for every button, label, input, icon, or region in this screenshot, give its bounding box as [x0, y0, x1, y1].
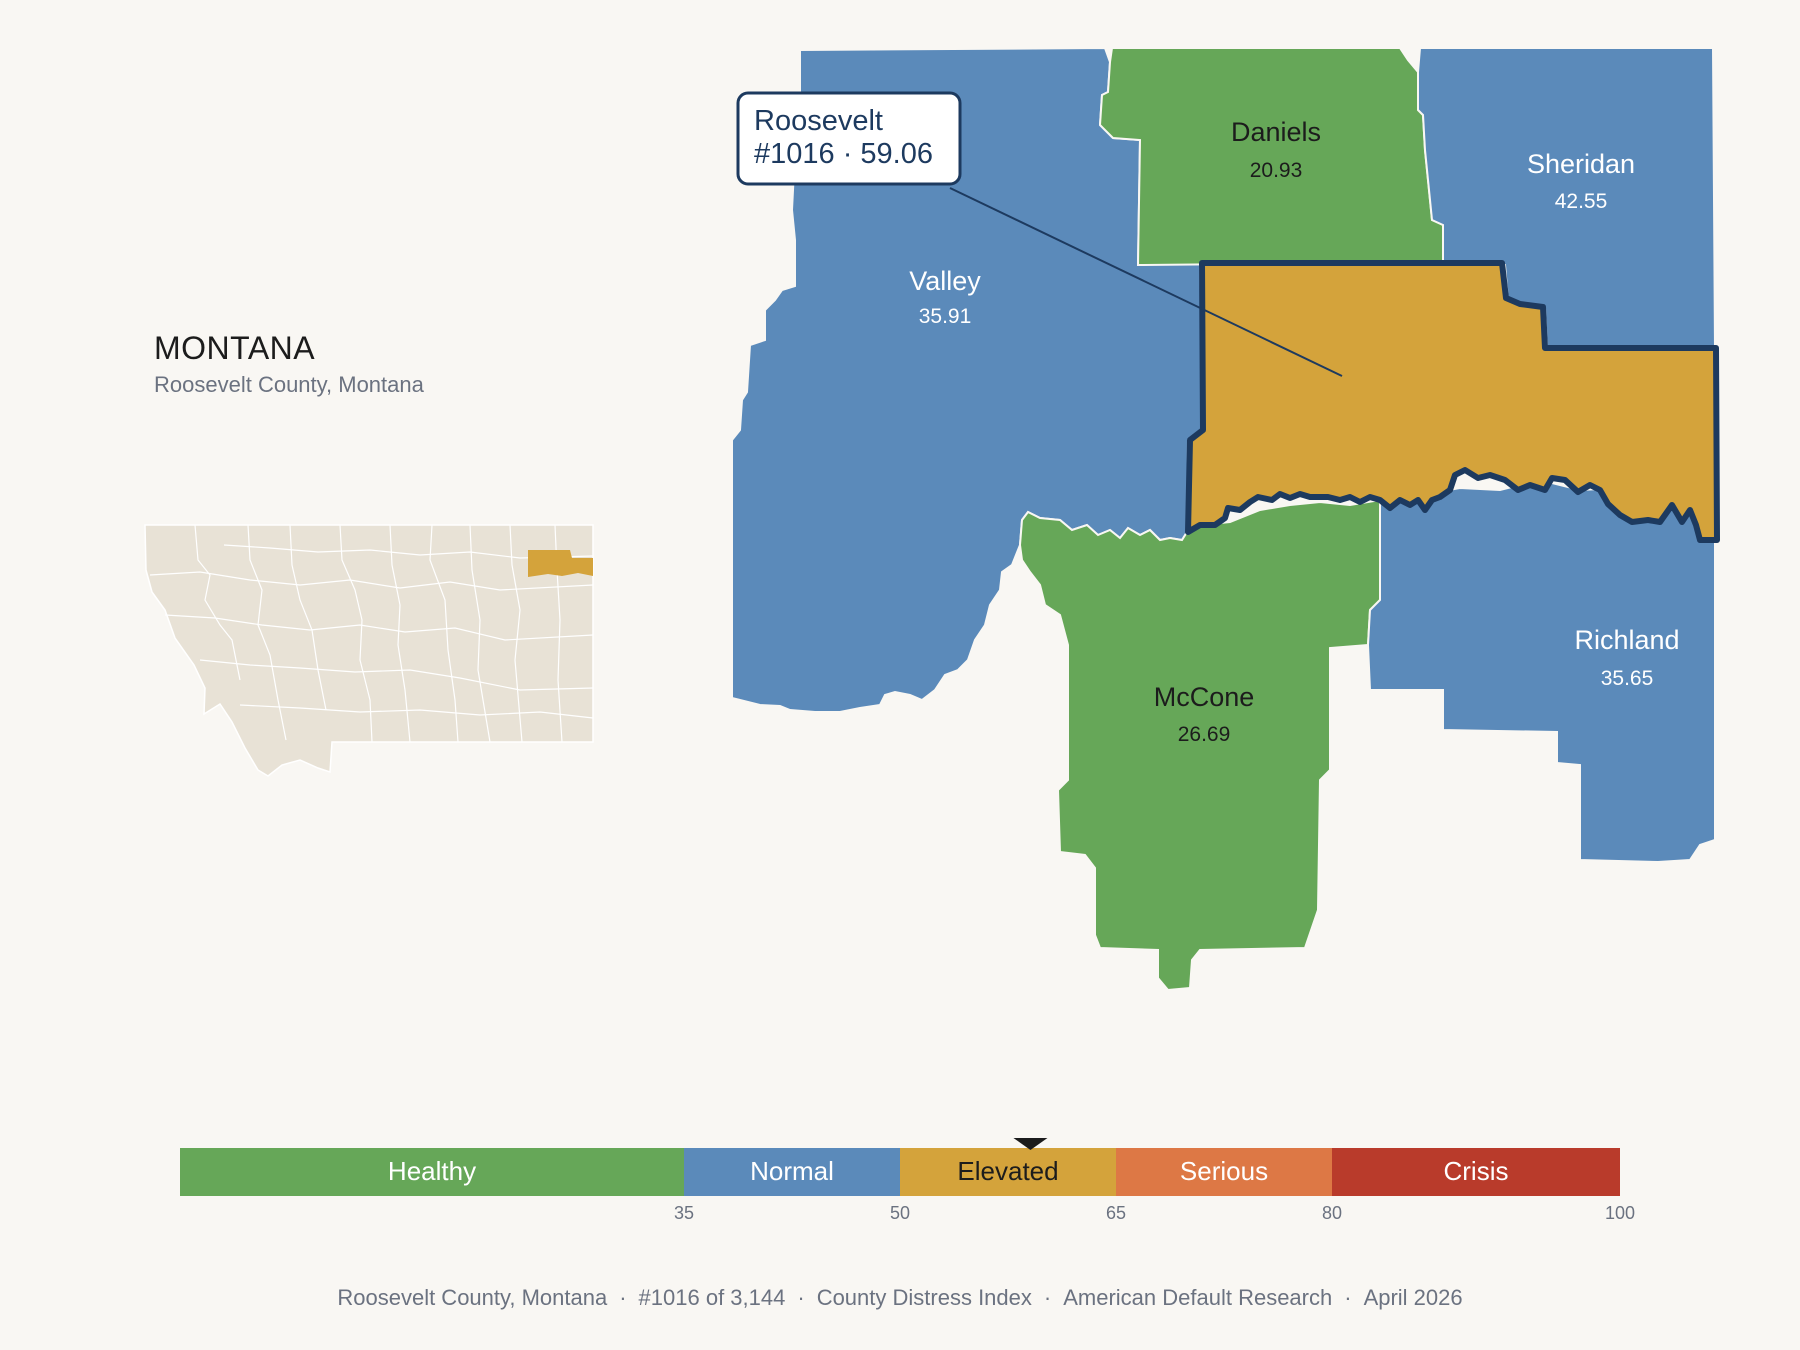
county-daniels-shape[interactable] — [1098, 47, 1444, 267]
highlight-callout: Roosevelt #1016 · 59.06 — [736, 91, 1343, 377]
legend-label-serious: Serious — [1180, 1156, 1268, 1186]
legend-segment-elevated — [900, 1148, 1116, 1196]
legend-tick-100: 100 — [1605, 1203, 1635, 1223]
legend-tick-80: 80 — [1322, 1203, 1342, 1223]
county-label-valley: Valley — [909, 266, 981, 296]
state-inset — [144, 524, 594, 777]
county-score-mccone: 26.69 — [1178, 723, 1231, 746]
legend-label-elevated: Elevated — [957, 1156, 1058, 1186]
legend-tick-65: 65 — [1106, 1203, 1126, 1223]
legend-segment-normal — [684, 1148, 900, 1196]
legend-tick-35: 35 — [674, 1203, 694, 1223]
county-score-daniels: 20.93 — [1250, 159, 1303, 182]
county-labels: Valley 35.91 Daniels 20.93 Sheridan 42.5… — [909, 117, 1679, 746]
legend-tick-50: 50 — [890, 1203, 910, 1223]
county-score-richland: 35.65 — [1601, 667, 1654, 690]
inset-montana-shape — [144, 524, 594, 777]
legend-segment-healthy — [180, 1148, 684, 1196]
legend-marker-triangle — [1013, 1138, 1048, 1150]
legend-label-crisis: Crisis — [1444, 1156, 1509, 1186]
callout-leader-line — [949, 187, 1343, 377]
county-label-daniels: Daniels — [1231, 117, 1321, 147]
county-mccone-shape[interactable] — [1018, 498, 1381, 992]
footer-index-name: County Distress Index — [816, 1285, 1032, 1310]
footer-date: April 2026 — [1363, 1285, 1463, 1310]
callout-county-name: Roosevelt — [754, 105, 883, 137]
legend-segment-serious — [1116, 1148, 1332, 1196]
legend-label-normal: Normal — [750, 1156, 834, 1186]
footer-rank: #1016 of 3,144 — [638, 1285, 786, 1310]
county-richland-shape[interactable] — [1366, 478, 1716, 864]
inset-roosevelt-highlight — [528, 550, 593, 577]
legend-segment-crisis — [1332, 1148, 1620, 1196]
footer-source: American Default Research — [1063, 1285, 1333, 1310]
legend-label-healthy: Healthy — [388, 1156, 476, 1186]
county-label-mccone: McCone — [1154, 682, 1255, 712]
footer: Roosevelt County, Montana · #1016 of 3,144… — [337, 1285, 1463, 1310]
state-subtitle: Roosevelt County, Montana — [154, 372, 424, 397]
distress-legend: Healthy Normal Elevated Serious Crisis 35 50 65… — [180, 1138, 1635, 1223]
state-title: MONTANA — [154, 330, 316, 366]
inset-county-lines — [149, 524, 594, 743]
county-score-sheridan: 42.55 — [1555, 190, 1608, 213]
county-roosevelt-shape[interactable] — [1185, 260, 1720, 543]
county-label-richland: Richland — [1574, 625, 1679, 655]
county-score-valley: 35.91 — [919, 305, 972, 328]
footer-location: Roosevelt County, Montana — [337, 1285, 608, 1310]
callout-box — [736, 91, 962, 186]
county-label-sheridan: Sheridan — [1527, 149, 1635, 179]
callout-rank-score: #1016 · 59.06 — [754, 138, 933, 170]
